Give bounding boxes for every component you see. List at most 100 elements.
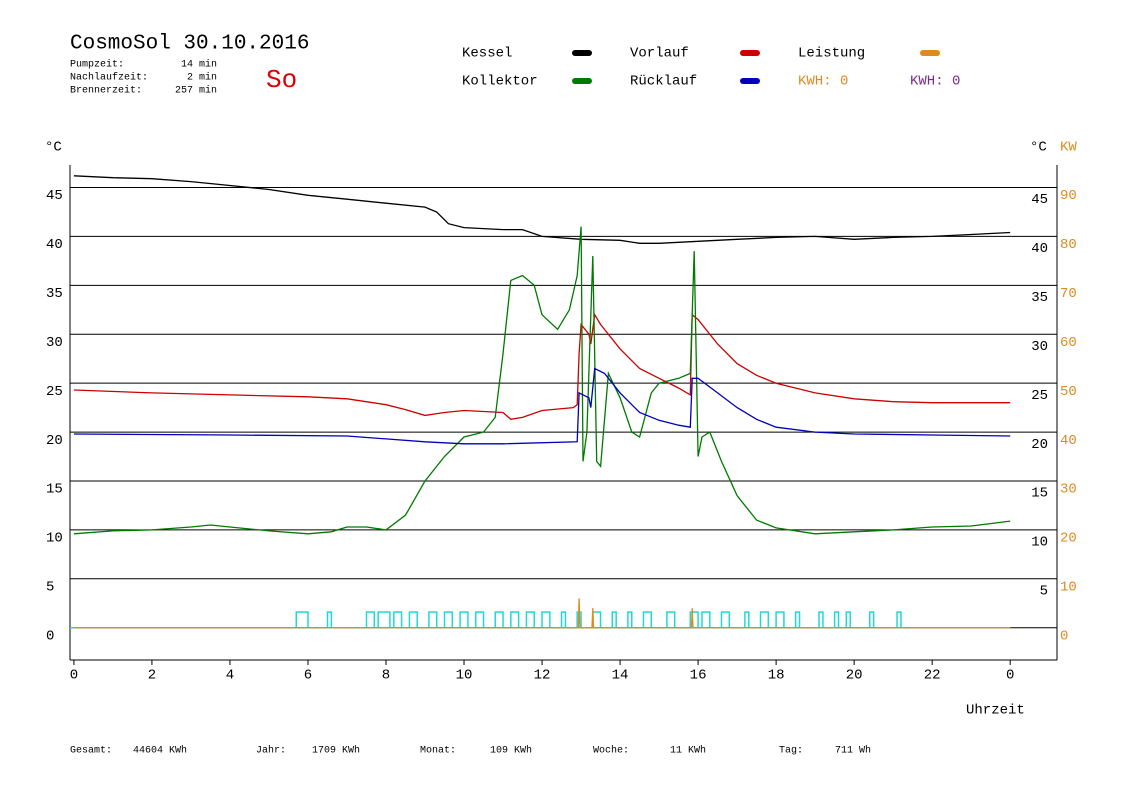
pump-pulse — [775, 611, 785, 629]
x-tick-label: 10 — [456, 668, 473, 684]
pump-pulse — [611, 611, 617, 629]
y-tick-label: 35 — [46, 286, 63, 302]
pump-pulse — [510, 611, 520, 629]
day: So — [266, 65, 297, 95]
pump-pulse — [459, 611, 469, 629]
y-tick-label: 25 — [46, 384, 63, 400]
y-tick-label: 20 — [46, 433, 63, 449]
stat-label: Pumpzeit: — [70, 59, 124, 71]
pump-pulse — [295, 611, 309, 629]
x-tick-label: 16 — [690, 668, 707, 684]
series-line — [73, 598, 1011, 629]
y-tick-label: 5 — [46, 580, 54, 596]
y-tick-label: 40 — [46, 237, 63, 253]
stat-value: 257 min — [175, 85, 217, 97]
x-tick-label: 12 — [534, 668, 551, 684]
y-axis-label: °C — [45, 140, 62, 156]
y2-axis-label-c: °C — [1030, 140, 1047, 156]
y-tick-label: 0 — [46, 628, 54, 644]
y2-axis-label: KW — [1060, 140, 1077, 156]
pump-pulse — [818, 611, 824, 629]
total-label: Woche: — [593, 745, 629, 757]
pump-pulse — [393, 611, 403, 629]
y-right-tick-label: 45 — [1031, 192, 1048, 208]
x-tick-label: 2 — [148, 668, 156, 684]
x-tick-label: 8 — [382, 668, 390, 684]
stat-value: 14 min — [181, 59, 217, 71]
x-tick-label: 20 — [846, 668, 863, 684]
total-label: Monat: — [420, 746, 456, 757]
y-right-tick-label: 20 — [1031, 437, 1048, 453]
legend-label: Vorlauf — [630, 46, 689, 62]
y-right-tick-label: 15 — [1031, 486, 1048, 502]
legend-label: Kollektor — [462, 74, 538, 90]
y2-tick-label: 60 — [1060, 335, 1077, 351]
kwh-label: KWH: 0 — [910, 74, 960, 90]
x-tick-label: 4 — [226, 668, 234, 684]
pump-pulse — [474, 611, 485, 629]
total-value: 711 Wh — [835, 745, 871, 757]
pump-pulse — [525, 611, 535, 629]
x-tick-label: 18 — [768, 668, 785, 684]
pump-pulse — [759, 611, 770, 629]
y2-tick-label: 20 — [1060, 531, 1077, 547]
pump-pulse — [377, 611, 391, 629]
series-line — [73, 226, 1011, 535]
y-right-tick-label: 40 — [1031, 241, 1048, 257]
pump-pulse — [365, 611, 376, 629]
pump-pulse — [794, 611, 801, 629]
pump-pulse — [701, 611, 711, 629]
y2-tick-label: 40 — [1060, 433, 1077, 449]
total-value: 44604 KWh — [133, 745, 187, 757]
stat-label: Nachlaufzeit: — [70, 72, 148, 84]
pump-pulse — [443, 611, 454, 629]
x-tick-label: 22 — [924, 668, 941, 684]
pump-pulse — [744, 611, 750, 629]
pump-pulse — [642, 611, 653, 629]
y-right-tick-label: 5 — [1040, 584, 1048, 600]
pump-pulse — [627, 611, 633, 629]
total-value: 11 KWh — [670, 745, 706, 757]
pump-pulse — [560, 611, 567, 629]
total-label: Tag: — [779, 746, 803, 757]
y-tick-label: 15 — [46, 482, 63, 498]
total-value: 1709 KWh — [312, 745, 360, 757]
legend-label: Kessel — [462, 46, 512, 62]
x-axis-label: Uhrzeit — [966, 703, 1025, 719]
y2-tick-label: 0 — [1060, 628, 1068, 644]
x-tick-label: 0 — [1006, 668, 1014, 684]
pump-pulse — [428, 611, 438, 629]
y2-tick-label: 80 — [1060, 237, 1077, 253]
pump-pulse — [326, 611, 333, 629]
pump-pulse — [494, 611, 504, 629]
y-tick-label: 10 — [46, 531, 63, 547]
pump-pulse — [666, 611, 676, 629]
kwh-label: KWH: 0 — [798, 74, 848, 90]
stat-label: Brennerzeit: — [70, 85, 142, 97]
total-label: Gesamt: — [70, 746, 112, 757]
total-value: 109 KWh — [490, 745, 532, 757]
y-right-tick-label: 25 — [1031, 388, 1048, 404]
pump-pulse — [408, 611, 418, 629]
y-right-tick-label: 10 — [1031, 535, 1048, 551]
legend-label: Rücklauf — [630, 74, 697, 90]
y-right-tick-label: 35 — [1031, 290, 1048, 306]
pump-pulse — [833, 611, 840, 629]
y-right-tick-label: 30 — [1031, 339, 1048, 355]
y2-tick-label: 70 — [1060, 286, 1077, 302]
x-tick-label: 14 — [612, 668, 629, 684]
y2-tick-label: 10 — [1060, 580, 1077, 596]
y2-tick-label: 90 — [1060, 188, 1077, 204]
series-line — [73, 312, 1011, 420]
x-tick-label: 6 — [304, 668, 312, 684]
series-line — [73, 175, 1011, 244]
pump-pulse — [868, 611, 875, 629]
y2-tick-label: 50 — [1060, 384, 1077, 400]
legend-label: Leistung — [798, 46, 865, 62]
y2-tick-label: 30 — [1060, 482, 1077, 498]
pump-pulse — [541, 611, 551, 629]
x-tick-label: 0 — [70, 668, 78, 684]
y-tick-label: 30 — [46, 335, 63, 351]
pump-pulse — [720, 611, 731, 629]
